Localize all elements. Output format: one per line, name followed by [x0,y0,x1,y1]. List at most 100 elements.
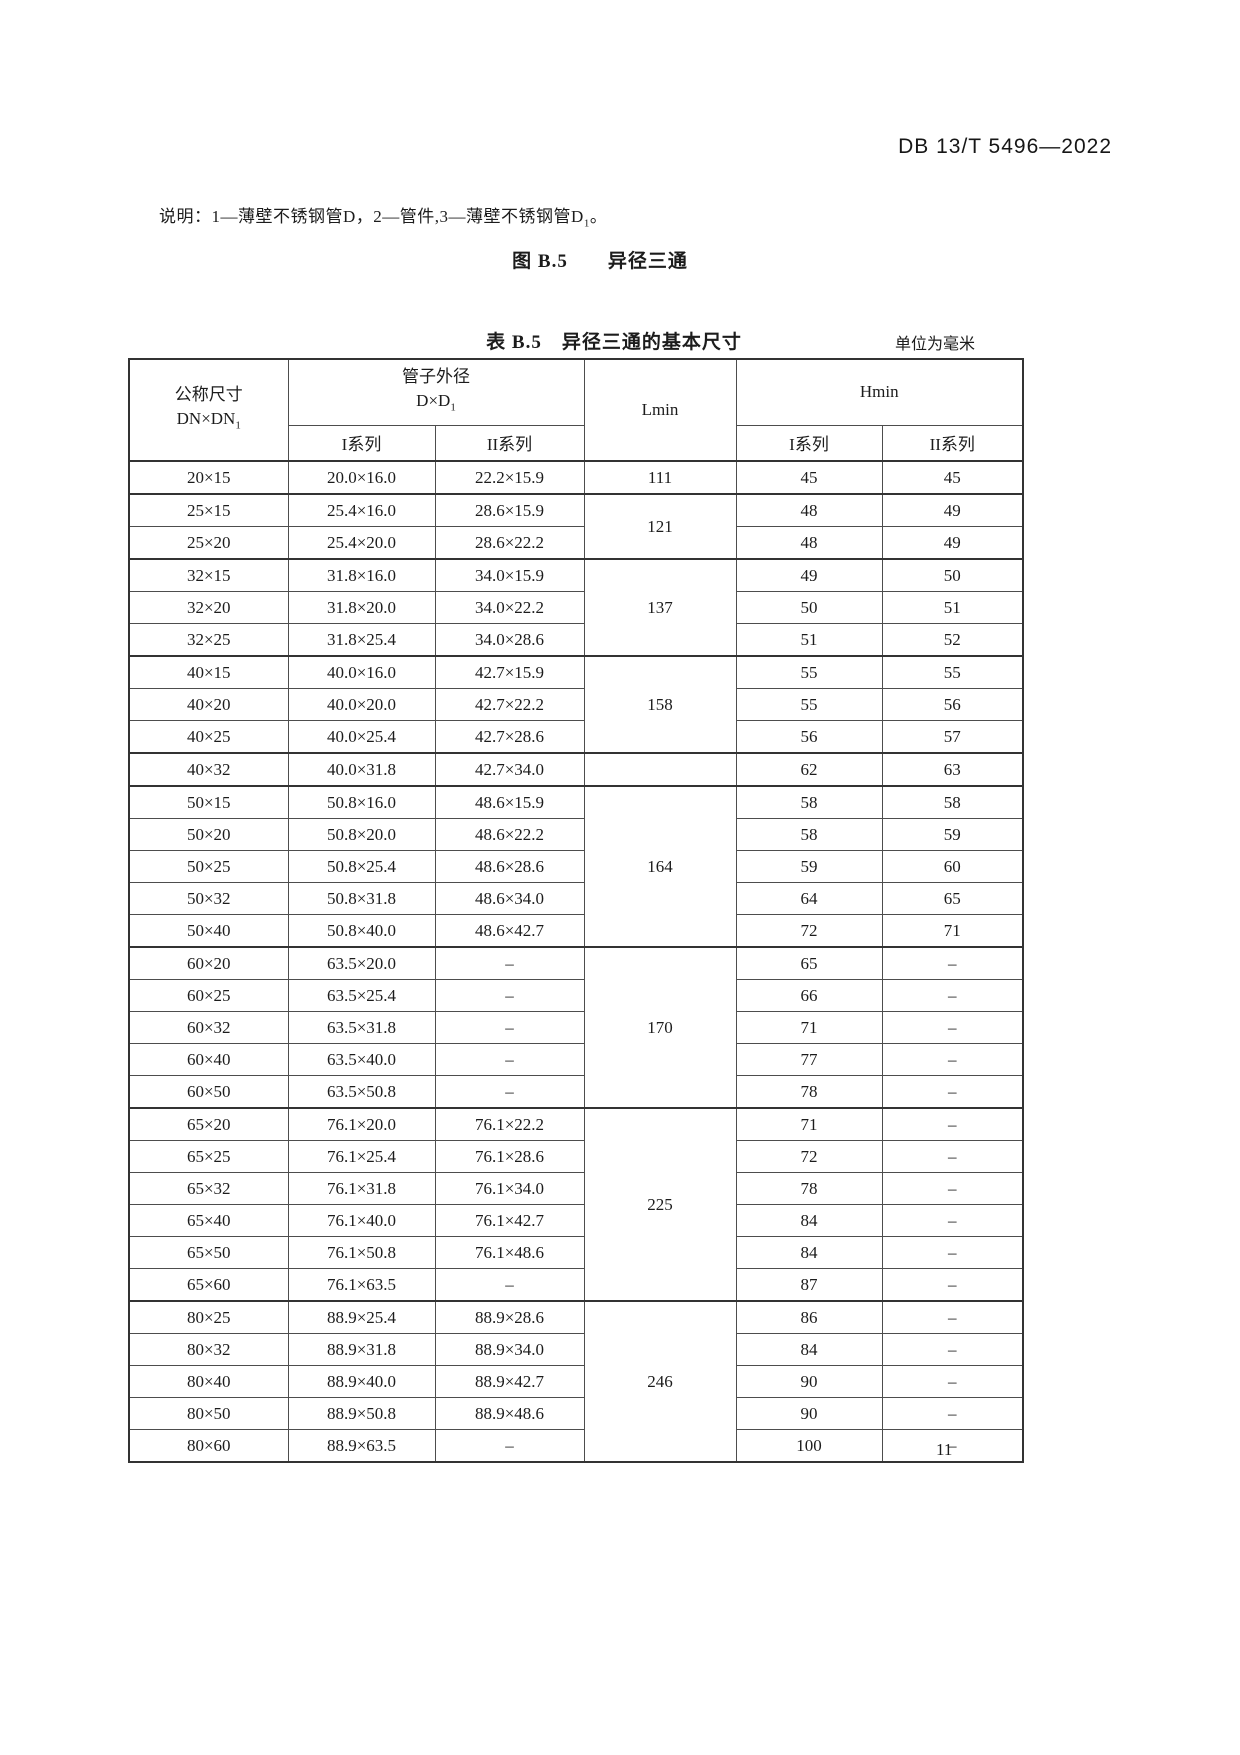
cell-od-series1: 40.0×25.4 [287,720,436,754]
cell-lmin: 225 [583,1107,737,1302]
table-row: 60×40 63.5×40.0–77– [128,1043,1024,1076]
cell-nominal-size: 32×15 [128,558,289,592]
cell-od-series2: 42.7×15.9 [434,655,585,689]
cell-od-series2: 88.9×48.6 [434,1397,585,1430]
table-row: 80×50 88.9×50.8 88.9×48.6 90– [128,1397,1024,1430]
cell-od-series2: 88.9×28.6 [434,1300,585,1334]
table-row: 25×20 25.4×20.0 28.6×22.2 48 49 [128,526,1024,560]
cell-hmin-series1: 56 [735,720,883,754]
note-end: 。 [589,207,608,226]
cell-od-series2: 48.6×42.7 [434,914,585,948]
cell-od-series1: 88.9×31.8 [287,1333,436,1366]
header-od-series2: II系列 [434,424,585,462]
cell-nominal-size: 65×60 [128,1268,289,1302]
header-hmin: Hmin [735,358,1024,426]
cell-hmin-series1: 100 [735,1429,883,1463]
cell-hmin-series2: 49 [881,493,1024,527]
header-od-sub-main: D×D [416,391,451,411]
table-row: 20×15 20.0×16.0 22.2×15.9 111 45 45 [128,460,1024,495]
cell-nominal-size: 80×50 [128,1397,289,1430]
cell-nominal-size: 60×25 [128,979,289,1012]
table-row: 65×60 76.1×63.5–87– [128,1268,1024,1302]
cell-lmin: 164 [583,785,737,948]
table-row: 65×40 76.1×40.0 76.1×42.7 84– [128,1204,1024,1237]
cell-od-series1: 88.9×63.5 [287,1429,436,1463]
table-row: 40×20 40.0×20.0 42.7×22.2 55 56 [128,688,1024,721]
cell-hmin-series2: 60 [881,850,1024,883]
cell-od-series2: 34.0×22.2 [434,591,585,624]
cell-hmin-series1: 49 [735,558,883,592]
table-row: 80×60 88.9×63.5–100– [128,1429,1024,1463]
table-row: 40×15 40.0×16.0 42.7×15.9 158 55 55 [128,655,1024,754]
cell-hmin-series2: – [881,1236,1024,1269]
cell-od-series2: 76.1×42.7 [434,1204,585,1237]
cell-od-series1: 31.8×16.0 [287,558,436,592]
cell-hmin-series1: 84 [735,1333,883,1366]
cell-hmin-series1: 50 [735,591,883,624]
cell-hmin-series1: 72 [735,914,883,948]
cell-od-series2: 42.7×22.2 [434,688,585,721]
cell-hmin-series2: 65 [881,882,1024,915]
header-hmin-series2: II系列 [881,424,1024,462]
cell-od-series1: 20.0×16.0 [287,460,436,495]
cell-nominal-size: 20×15 [128,460,289,495]
cell-od-series1: 88.9×40.0 [287,1365,436,1398]
cell-hmin-series1: 48 [735,493,883,527]
note-subscript: 1 [583,217,590,230]
cell-hmin-series1: 48 [735,526,883,560]
cell-hmin-series2: – [881,979,1024,1012]
cell-od-series2: – [434,1268,585,1302]
cell-hmin-series2: 55 [881,655,1024,689]
cell-lmin: 121 [583,493,737,560]
cell-hmin-series2: 45 [881,460,1024,495]
header-nominal-sub-main: DN×DN [176,408,236,428]
doc-code: DB 13/T 5496—2022 [898,135,1112,158]
table-row: 50×40 50.8×40.0 48.6×42.7 72 71 [128,914,1024,948]
cell-od-series1: 50.8×31.8 [287,882,436,915]
cell-hmin-series1: 71 [735,1011,883,1044]
cell-hmin-series2: – [881,1429,1024,1463]
cell-hmin-series1: 59 [735,850,883,883]
cell-hmin-series2: – [881,1204,1024,1237]
cell-nominal-size: 40×20 [128,688,289,721]
table-row: 50×15 50.8×16.0 48.6×15.9 164 58 58 [128,785,1024,948]
cell-od-series1: 63.5×50.8 [287,1075,436,1109]
cell-hmin-series2: 52 [881,623,1024,657]
cell-hmin-series1: 65 [735,946,883,980]
cell-hmin-series2: – [881,1140,1024,1173]
cell-hmin-series1: 86 [735,1300,883,1334]
cell-hmin-series1: 90 [735,1397,883,1430]
cell-od-series1: 63.5×20.0 [287,946,436,980]
cell-hmin-series2: 50 [881,558,1024,592]
table-row: 50×32 50.8×31.8 48.6×34.0 64 65 [128,882,1024,915]
cell-hmin-series2: – [881,1397,1024,1430]
cell-nominal-size: 60×50 [128,1075,289,1109]
cell-hmin-series2: – [881,1365,1024,1398]
cell-hmin-series1: 55 [735,655,883,689]
cell-od-series2: 48.6×22.2 [434,818,585,851]
cell-nominal-size: 32×25 [128,623,289,657]
cell-od-series1: 76.1×20.0 [287,1107,436,1141]
note-text: 说明：1—薄壁不锈钢管D，2—管件,3—薄壁不锈钢管D [159,207,584,226]
cell-hmin-series1: 78 [735,1075,883,1109]
table-row: 65×32 76.1×31.8 76.1×34.0 78– [128,1172,1024,1205]
table-body: 20×15 20.0×16.0 22.2×15.9 111 45 45 25×15 25.4×… [128,460,1024,1463]
cell-nominal-size: 80×32 [128,1333,289,1366]
unit-note: 单位为毫米 [894,336,975,353]
cell-hmin-series1: 90 [735,1365,883,1398]
table-row: 65×50 76.1×50.8 76.1×48.6 84– [128,1236,1024,1269]
cell-od-series2: 34.0×28.6 [434,623,585,657]
cell-od-series1: 40.0×16.0 [287,655,436,689]
cell-nominal-size: 50×32 [128,882,289,915]
cell-od-series2: 42.7×28.6 [434,720,585,754]
table-row: 65×20 76.1×20.0 76.1×22.2 225 71– [128,1107,1024,1302]
table-row: 80×32 88.9×31.8 88.9×34.0 84– [128,1333,1024,1366]
cell-od-series2: 42.7×34.0 [434,752,585,787]
header-od-sub-index: 1 [450,401,456,414]
cell-od-series1: 50.8×20.0 [287,818,436,851]
cell-nominal-size: 50×15 [128,785,289,819]
table-row: 40×32 40.0×31.8 42.7×34.0 62 63 [128,752,1024,787]
cell-hmin-series1: 78 [735,1172,883,1205]
cell-nominal-size: 80×40 [128,1365,289,1398]
